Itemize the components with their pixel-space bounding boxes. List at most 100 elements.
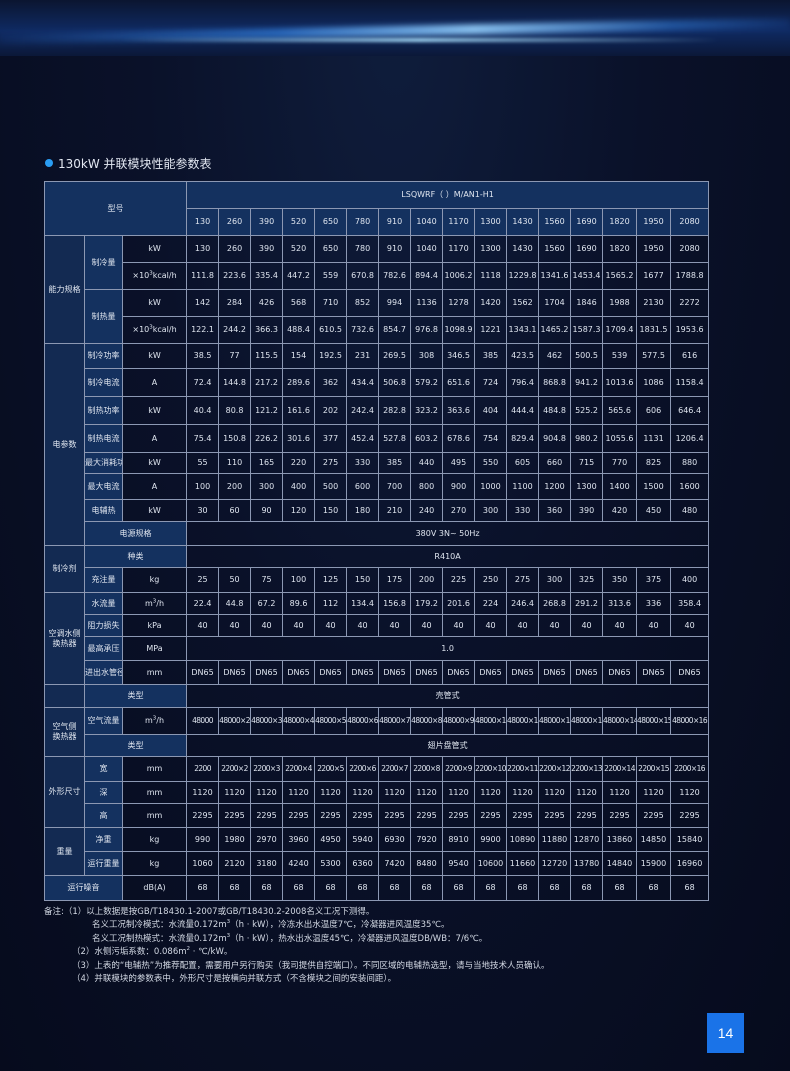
unit-cell: kW xyxy=(121,235,188,263)
value-cell: 11880 xyxy=(538,827,572,852)
value-cell: 231 xyxy=(346,343,380,369)
refrigerant-type-label: 种类 xyxy=(83,545,188,568)
water-hx-group-label: 空调水侧 换热器 xyxy=(44,592,85,685)
value-cell: 780 xyxy=(346,235,380,263)
value-cell: 226.2 xyxy=(250,424,284,453)
value-cell: 14840 xyxy=(602,851,638,876)
value-cell: 1677 xyxy=(636,262,672,290)
value-cell: 40 xyxy=(378,614,412,637)
unit-cell: kg xyxy=(121,827,188,852)
model-cell: 780 xyxy=(346,208,380,236)
value-cell: 1120 xyxy=(538,781,572,804)
value-cell: 100 xyxy=(282,567,316,593)
value-cell: DN65 xyxy=(670,660,710,685)
value-cell: 44.8 xyxy=(218,592,252,615)
air-hx-group-label: 空气侧 换热器 xyxy=(44,707,85,757)
value-cell: 284 xyxy=(218,289,252,317)
value-cell: 2295 xyxy=(670,803,710,828)
value-cell: 2200×11 xyxy=(506,756,540,782)
value-cell: 210 xyxy=(378,499,412,522)
value-cell: 1120 xyxy=(670,781,710,804)
value-cell: 289.6 xyxy=(282,368,316,397)
value-cell: 800 xyxy=(410,473,444,500)
value-cell: 1430 xyxy=(506,235,540,263)
value-cell: 2295 xyxy=(378,803,412,828)
weight-group-label: 重量 xyxy=(44,827,85,876)
dimensions-group-label: 外形尺寸 xyxy=(44,756,85,828)
value-cell: 48000×11 xyxy=(506,707,540,735)
value-cell: 484.8 xyxy=(538,396,572,425)
electrical-group-label: 电参数 xyxy=(44,343,85,546)
value-cell: 390 xyxy=(250,235,284,263)
value-cell: 48000×15 xyxy=(636,707,672,735)
value-cell: 650 xyxy=(314,235,348,263)
value-cell: 404 xyxy=(474,396,508,425)
unit-cell: kg xyxy=(121,567,188,593)
value-cell: 242.4 xyxy=(346,396,380,425)
value-cell: 223.6 xyxy=(218,262,252,290)
value-cell: 40 xyxy=(538,614,572,637)
value-cell: 2295 xyxy=(602,803,638,828)
value-cell: 1420 xyxy=(474,289,508,317)
value-cell: 400 xyxy=(282,473,316,500)
value-cell: 25 xyxy=(186,567,220,593)
cooling-current-label: 制冷电流 xyxy=(84,368,123,397)
value-cell: 179.2 xyxy=(410,592,444,615)
unit-cell: mm xyxy=(121,660,188,685)
value-cell: 40 xyxy=(410,614,444,637)
value-cell: 2295 xyxy=(474,803,508,828)
value-cell: 525.2 xyxy=(570,396,604,425)
value-cell: 488.4 xyxy=(282,316,316,344)
value-cell: 577.5 xyxy=(636,343,672,369)
value-cell: 48000×16 xyxy=(670,707,710,735)
value-cell: 3960 xyxy=(282,827,316,852)
value-cell: 1560 xyxy=(538,235,572,263)
value-cell: 48000×3 xyxy=(250,707,284,735)
value-cell: 11660 xyxy=(506,851,540,876)
depth-label: 深 xyxy=(84,781,123,804)
unit-cell: ×103kcal/h xyxy=(121,262,188,290)
value-cell: 68 xyxy=(250,875,284,901)
value-cell: 377 xyxy=(314,424,348,453)
value-cell: 770 xyxy=(602,452,638,474)
value-cell: 9900 xyxy=(474,827,508,852)
unit-cell: A xyxy=(121,424,188,453)
value-cell: 1846 xyxy=(570,289,604,317)
refrigerant-type-value: R410A xyxy=(186,545,710,568)
value-cell: 13780 xyxy=(570,851,604,876)
value-cell: 122.1 xyxy=(186,316,220,344)
value-cell: 335.4 xyxy=(250,262,284,290)
value-cell: 1980 xyxy=(218,827,252,852)
power-supply-value: 380V 3N~ 50Hz xyxy=(186,521,710,546)
value-cell: 220 xyxy=(282,452,316,474)
value-cell: 7420 xyxy=(378,851,412,876)
value-cell: DN65 xyxy=(442,660,476,685)
value-cell: 336 xyxy=(636,592,672,615)
value-cell: 48000×12 xyxy=(538,707,572,735)
value-cell: 5300 xyxy=(314,851,348,876)
value-cell: 894.4 xyxy=(410,262,444,290)
value-cell: 2295 xyxy=(538,803,572,828)
value-cell: 150 xyxy=(346,567,380,593)
refrigerant-group-label: 制冷剂 xyxy=(44,545,85,593)
note-line: 名义工况制冷模式：水流量0.172m3（h · kW），冷冻水出水温度7℃，冷凝… xyxy=(92,919,450,931)
value-cell: 2200×9 xyxy=(442,756,476,782)
value-cell: 2295 xyxy=(282,803,316,828)
value-cell: 67.2 xyxy=(250,592,284,615)
value-cell: 1500 xyxy=(636,473,672,500)
value-cell: 1229.8 xyxy=(506,262,540,290)
value-cell: 89.6 xyxy=(282,592,316,615)
value-cell: 1343.1 xyxy=(506,316,540,344)
value-cell: 444.4 xyxy=(506,396,540,425)
value-cell: 75.4 xyxy=(186,424,220,453)
value-cell: 30 xyxy=(186,499,220,522)
value-cell: 520 xyxy=(282,235,316,263)
value-cell: 2970 xyxy=(250,827,284,852)
value-cell: 579.2 xyxy=(410,368,444,397)
value-cell: 68 xyxy=(538,875,572,901)
series-label: LSQWRF（ ）M/AN1-H1 xyxy=(186,181,710,209)
spec-table: 型号 LSQWRF（ ）M/AN1-H1 130 260 390 520 650 780 9… xyxy=(43,181,710,901)
model-cell: 1820 xyxy=(602,208,638,236)
value-cell: 142 xyxy=(186,289,220,317)
value-cell: 68 xyxy=(570,875,604,901)
